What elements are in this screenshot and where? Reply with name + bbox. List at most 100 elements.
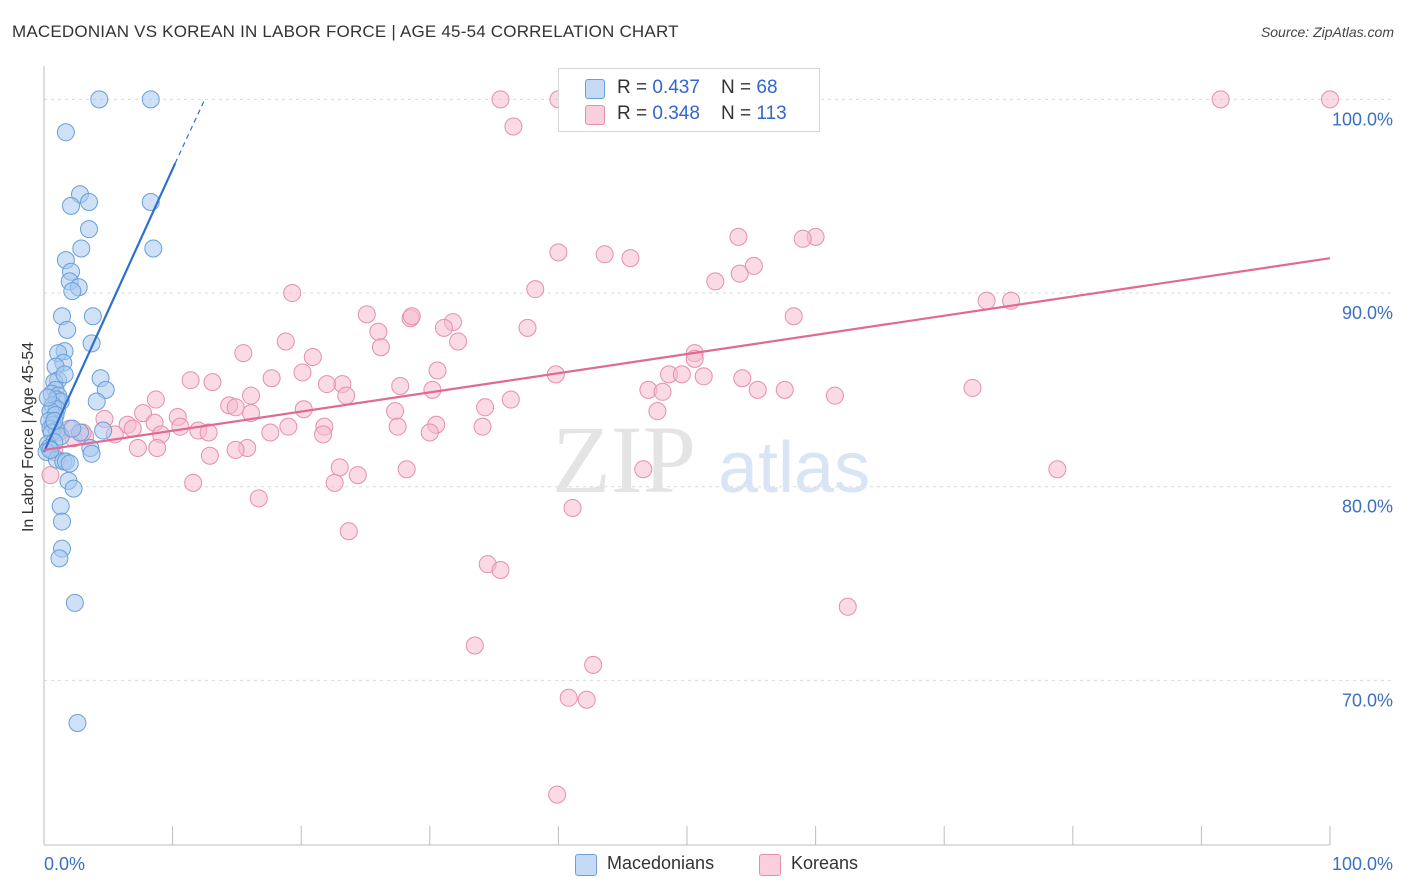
macedonian-point	[53, 512, 72, 531]
korean-point	[339, 522, 358, 541]
korean-point	[41, 466, 60, 485]
korean-point	[397, 460, 416, 479]
korean-point	[146, 390, 165, 409]
korean-point	[181, 371, 200, 390]
korean-point	[402, 307, 421, 326]
korean-point	[325, 473, 344, 492]
watermark: ZIP atlas	[552, 406, 870, 513]
macedonian-point	[55, 365, 74, 384]
korean-point	[648, 402, 667, 421]
macedonian-point	[90, 90, 109, 109]
korean-point	[559, 688, 578, 707]
korean-point	[1321, 90, 1339, 109]
macedonian-point	[80, 193, 99, 212]
korean-point	[357, 305, 376, 324]
macedonian-point	[60, 454, 79, 473]
korean-point	[234, 344, 253, 363]
korean-point	[314, 425, 333, 444]
korean-point	[977, 291, 996, 310]
korean-point	[518, 318, 537, 337]
korean-point	[388, 417, 407, 436]
korean-point	[348, 466, 367, 485]
korean-point	[491, 560, 510, 579]
macedonians-points	[37, 90, 163, 732]
legend-r-value: 0.437	[652, 77, 700, 98]
koreans-points	[41, 90, 1339, 804]
korean-point	[563, 499, 582, 518]
korean-point	[595, 245, 614, 264]
korean-point	[434, 318, 453, 337]
macedonians-trendline-extension	[174, 99, 206, 164]
korean-point	[261, 423, 280, 442]
korean-point	[420, 423, 439, 442]
korean-point	[391, 377, 410, 395]
macedonian-point	[80, 220, 99, 239]
y-axis-label-container: In Labor Force | Age 45-54	[14, 300, 44, 580]
series-legend: Macedonians Koreans	[0, 852, 1406, 876]
legend-label-macedonians: Macedonians	[607, 853, 715, 873]
korean-point	[706, 272, 725, 291]
tick-labels: 70.0% 80.0% 90.0% 100.0% 0.0% 100.0%	[44, 109, 1393, 874]
korean-point	[171, 417, 190, 436]
korean-point	[730, 264, 749, 283]
chart-title: MACEDONIAN VS KOREAN IN LABOR FORCE | AG…	[12, 22, 679, 41]
korean-point	[423, 380, 442, 399]
y-axis-label: In Labor Force | Age 45-54	[20, 341, 37, 533]
korean-point	[386, 402, 405, 421]
korean-point	[548, 785, 567, 804]
x-tick-label: 100.0%	[1332, 854, 1393, 874]
korean-point	[729, 227, 748, 246]
korean-point	[148, 438, 167, 457]
correlation-legend: R = 0.437 N = 68 R = 0.348 N = 113	[558, 68, 820, 132]
watermark-zip: ZIP	[552, 406, 696, 513]
korean-point	[279, 417, 298, 436]
source-credit: Source: ZipAtlas.com	[1260, 24, 1394, 40]
korean-point	[303, 347, 322, 366]
korean-point	[317, 375, 336, 394]
korean-point	[276, 332, 295, 351]
korean-point	[733, 369, 752, 388]
legend-label-koreans: Koreans	[791, 853, 859, 873]
korean-point	[1211, 90, 1230, 109]
macedonian-point	[141, 90, 160, 109]
korean-point	[963, 378, 982, 397]
korean-point	[200, 446, 219, 465]
korean-point	[584, 655, 603, 674]
korean-point	[784, 307, 803, 326]
koreans-trendline	[43, 257, 1331, 451]
x-tick-label: 0.0%	[44, 854, 85, 874]
korean-point	[694, 367, 713, 386]
korean-point	[123, 419, 142, 438]
korean-point	[577, 690, 596, 709]
macedonians-swatch	[585, 79, 605, 99]
koreans-swatch	[759, 854, 781, 876]
korean-point	[653, 382, 672, 401]
legend-n-label: N =	[721, 77, 757, 98]
macedonian-point	[62, 196, 81, 215]
macedonian-point	[68, 713, 87, 732]
korean-point	[337, 386, 356, 405]
korean-point	[775, 380, 794, 399]
macedonian-point	[65, 593, 84, 612]
korean-point	[134, 404, 153, 423]
y-tick-label: 70.0%	[1342, 690, 1393, 710]
korean-point	[449, 332, 468, 351]
legend-r-label: R =	[617, 103, 653, 124]
korean-point	[634, 460, 653, 479]
macedonian-point	[56, 123, 75, 142]
korean-point	[838, 597, 857, 616]
macedonian-point	[82, 444, 101, 463]
korean-point	[793, 229, 812, 248]
korean-point	[330, 458, 349, 477]
korean-point	[476, 398, 495, 417]
korean-point	[369, 322, 388, 341]
legend-n-value: 113	[756, 103, 787, 124]
watermark-atlas: atlas	[718, 428, 870, 508]
korean-point	[621, 249, 640, 268]
macedonian-point	[64, 479, 83, 498]
korean-point	[262, 369, 281, 388]
korean-point	[744, 256, 763, 275]
korean-point	[199, 423, 218, 442]
macedonian-point	[63, 282, 82, 301]
macedonian-point	[50, 549, 69, 568]
